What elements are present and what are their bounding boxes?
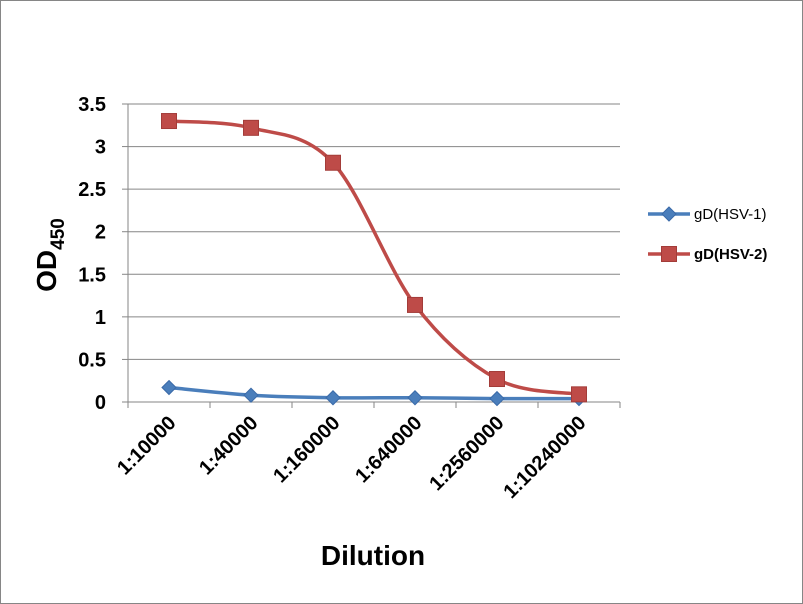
series-2: [161, 113, 587, 403]
legend-marker: [661, 206, 677, 222]
x-tick-label: 1:10240000: [499, 412, 590, 503]
legend-label: gD(HSV-1): [694, 206, 767, 223]
legend-marker: [661, 246, 677, 262]
axes: [127, 104, 621, 408]
x-tick-label: 1:160000: [269, 412, 344, 487]
x-tick-label: 1:2560000: [425, 412, 508, 495]
y-tick-label: 2.5: [78, 179, 106, 201]
y-axis-title-subscript: 450: [48, 218, 69, 250]
series-1: [161, 379, 587, 407]
legend-label: gD(HSV-2): [694, 246, 767, 263]
data-point: [161, 113, 177, 130]
y-axis-title: OD450: [31, 218, 69, 292]
data-point: [325, 390, 341, 406]
y-tick-label: 1.5: [78, 264, 106, 286]
x-tick-labels: 1:10000 1:40000 1:160000 1:6400001:25600001…: [113, 412, 590, 503]
y-tick-label: 3.5: [78, 94, 106, 116]
data-point: [243, 119, 259, 136]
gridlines: [122, 103, 620, 403]
y-tick-label: 0.5: [78, 349, 106, 371]
y-tick-label: 0: [95, 392, 106, 414]
data-point: [243, 387, 259, 403]
x-axis-title: Dilution: [321, 540, 425, 571]
data-point: [325, 154, 341, 171]
data-point: [407, 296, 423, 313]
x-tick-label: 1:10000: [113, 412, 180, 479]
y-tick-labels: 0 0.5 1 1.5 2 2.5 3 3.5: [78, 94, 106, 414]
legend: gD(HSV-1) gD(HSV-2): [648, 206, 767, 263]
y-tick-label: 2: [95, 222, 106, 244]
series-line: [167, 385, 581, 401]
y-axis-title-main: OD: [31, 250, 62, 292]
data-point: [571, 386, 587, 403]
legend-item: gD(HSV-1): [648, 206, 767, 223]
data-point: [161, 379, 177, 396]
data-point: [489, 371, 505, 388]
series-layer: [161, 113, 587, 407]
data-point: [407, 390, 423, 406]
y-tick-label: 3: [95, 137, 106, 159]
x-tick-label: 1:40000: [195, 412, 262, 479]
data-point: [489, 390, 505, 407]
y-tick-label: 1: [95, 307, 106, 329]
series-line: [167, 119, 581, 397]
x-tick-label: 1:640000: [351, 412, 426, 487]
legend-item: gD(HSV-2): [648, 246, 767, 263]
